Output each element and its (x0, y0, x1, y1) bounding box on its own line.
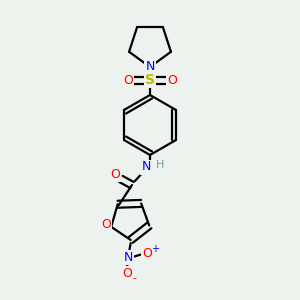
Text: S: S (145, 73, 155, 87)
Text: -: - (133, 273, 137, 283)
Text: +: + (151, 244, 159, 254)
Text: N: N (145, 61, 155, 74)
Text: O: O (110, 167, 120, 181)
Text: N: N (141, 160, 151, 173)
Text: O: O (101, 218, 111, 231)
Text: O: O (167, 74, 177, 86)
Text: O: O (122, 268, 132, 281)
Text: O: O (142, 248, 152, 260)
Text: N: N (124, 251, 134, 265)
Text: H: H (156, 160, 164, 170)
Text: O: O (123, 74, 133, 86)
